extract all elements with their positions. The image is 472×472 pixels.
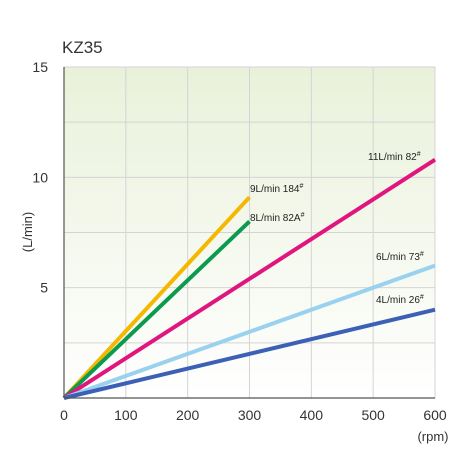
- series-line: [62, 220, 251, 400]
- x-tick-label: 100: [114, 407, 138, 423]
- series-line: [62, 157, 437, 400]
- series-label: 11L/min 82#: [368, 151, 421, 163]
- series-line: [63, 263, 436, 400]
- x-tick-label: 200: [176, 407, 200, 423]
- x-tick-label: 400: [300, 407, 324, 423]
- y-tick-label: 10: [32, 169, 48, 185]
- x-axis-label: (rpm): [417, 429, 448, 444]
- series-line: [62, 195, 251, 400]
- y-axis-label: (L/min): [20, 212, 35, 252]
- grid: [63, 66, 436, 399]
- y-tick-label: 5: [40, 280, 48, 296]
- x-tick-label: 500: [361, 407, 385, 423]
- series-label: 9L/min 184#: [250, 183, 303, 195]
- series-label: 8L/min 82A#: [250, 212, 305, 224]
- labels: 0 100 200 300 400 500 600 5 10 15 9L/min 184# 8L/mi…: [32, 59, 446, 423]
- x-tick-label: 0: [60, 407, 68, 423]
- axes: [63, 67, 435, 399]
- series-group: [62, 157, 437, 400]
- x-tick-label: 300: [238, 407, 262, 423]
- chart-title: KZ35: [62, 38, 103, 57]
- y-tick-label: 15: [32, 59, 48, 75]
- series-line: [63, 307, 436, 400]
- series-label: 4L/min 26#: [376, 294, 424, 306]
- series-label: 6L/min 73#: [376, 251, 424, 263]
- x-tick-label: 600: [423, 407, 447, 423]
